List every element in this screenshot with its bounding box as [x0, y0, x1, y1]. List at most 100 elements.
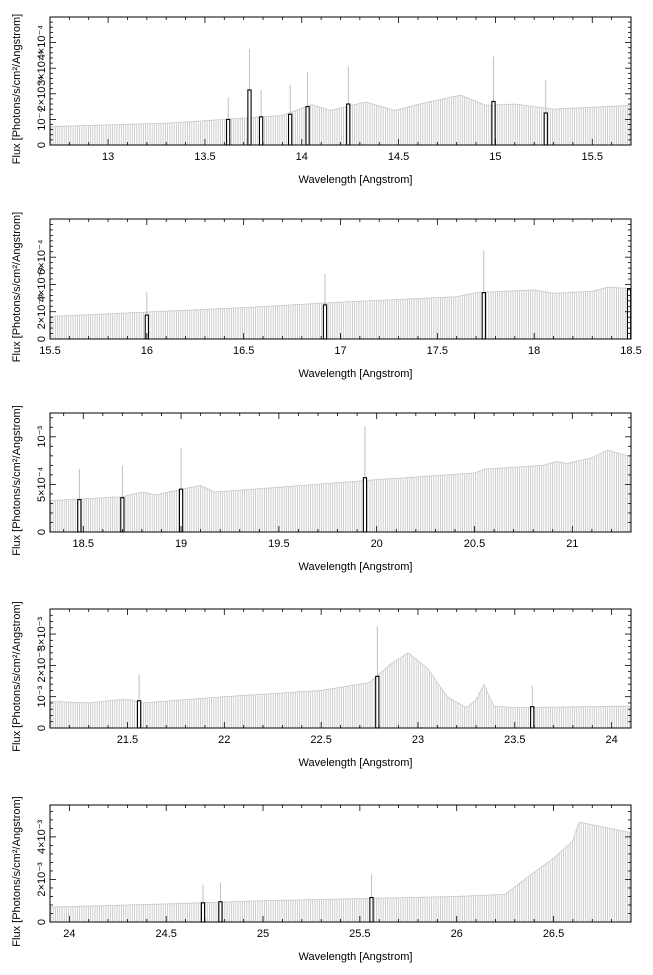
y-tick-label: 0 [36, 725, 48, 731]
plot-frame [49, 412, 632, 533]
x-tick-label: 23 [412, 734, 424, 746]
x-axis-label: Wavelength [Angstrom] [299, 561, 413, 573]
line-bar [362, 426, 368, 533]
x-tick-label: 13 [102, 151, 114, 163]
line-flux-bar [362, 477, 368, 533]
continuum-bars [50, 822, 631, 922]
y-tick-label: 2×10⁻⁴ [36, 76, 48, 112]
line-bar [305, 72, 310, 146]
y-tick-label: 10⁻⁴ [36, 108, 48, 131]
line-bar [77, 469, 82, 533]
line-flux-bar [375, 675, 380, 729]
continuum-bars [50, 450, 631, 532]
x-axis-label: Wavelength [Angstrom] [299, 368, 413, 380]
line-bar [287, 84, 293, 146]
line-bar [346, 66, 351, 146]
x-tick-label: 26 [451, 928, 463, 940]
y-axis-label: Flux [Photons/s/cm²/Angstrom] [11, 212, 23, 362]
continuum-outline [49, 286, 631, 317]
x-tick-label: 13.5 [194, 151, 215, 163]
spectrum-panel-1: 13 13.5 14 14.5 15 15.5 0 10⁻⁴2×10⁻⁴3×10⁻⁴4×10⁻… [11, 14, 632, 186]
line-bar [481, 251, 486, 340]
x-axis-label: Wavelength [Angstrom] [299, 951, 413, 963]
y-tick-label: 2×10⁻⁴ [36, 294, 48, 330]
y-tick-label: 0 [36, 142, 48, 148]
x-tick-label: 14 [296, 151, 308, 163]
continuum-outline [50, 821, 631, 908]
x-axis-label: Wavelength [Angstrom] [299, 174, 413, 186]
line-flux-bar [369, 896, 374, 923]
line-bar [247, 49, 252, 146]
x-tick-label: 18 [528, 345, 540, 357]
x-tick-label: 17 [334, 345, 346, 357]
x-tick-label: 24 [606, 734, 618, 746]
x-tick-label: 16.5 [233, 345, 254, 357]
line-flux-bar [200, 902, 206, 923]
line-bar [200, 884, 206, 923]
line-flux-bar [178, 488, 184, 533]
line-bar [218, 882, 223, 923]
x-tick-label: 25 [257, 928, 269, 940]
x-tick-label: 20.5 [464, 538, 485, 550]
line-bar [258, 89, 264, 146]
y-tick-label: 10⁻³ [36, 686, 48, 708]
line-flux-bar [322, 304, 328, 340]
x-tick-label: 26.5 [543, 928, 564, 940]
continuum-bars [50, 287, 631, 339]
y-tick-label: 2×10⁻³ [36, 862, 48, 897]
x-tick-label: 16 [141, 345, 153, 357]
y-tick-label: 0 [36, 529, 48, 535]
y-tick-label: 3×10⁻⁴ [36, 50, 48, 86]
x-tick-label: 19.5 [268, 538, 289, 550]
x-tick-label: 21 [566, 538, 578, 550]
line-bar [626, 287, 632, 340]
line-flux-bar [530, 706, 535, 729]
line-bar [226, 97, 231, 146]
y-tick-label: 4×10⁻⁴ [36, 25, 48, 61]
line-flux-bar [77, 499, 82, 533]
line-flux-bar [226, 118, 231, 146]
continuum-outline [49, 449, 631, 501]
line-bar [369, 874, 374, 923]
x-tick-label: 15.5 [39, 345, 60, 357]
x-axis-label: Wavelength [Angstrom] [299, 757, 413, 769]
line-flux-bar [491, 100, 496, 146]
line-bar [375, 626, 380, 729]
spectrum-panel-2: 15.5 16 16.5 17 17.5 18 18.5 0 2×10⁻⁴4×10⁻⁴6×10⁻… [11, 212, 642, 380]
x-tick-label: 18.5 [73, 538, 94, 550]
line-bar [543, 79, 548, 146]
x-tick-label: 24 [63, 928, 75, 940]
line-flux-bar [626, 287, 632, 340]
line-bar [178, 448, 184, 533]
spectrum-panel-5: 24 24.5 25 25.5 26 26.5 0 2×10⁻³ 4×10⁻³ Wavelengt… [11, 796, 632, 963]
y-axis-label: Flux [Photons/s/cm²/Angstrom] [11, 405, 23, 555]
line-flux-bar [258, 116, 264, 146]
line-bar [120, 465, 125, 533]
y-tick-label: 4×10⁻³ [36, 819, 48, 854]
x-tick-label: 22.5 [310, 734, 331, 746]
x-tick-label: 22 [218, 734, 230, 746]
continuum-outline [49, 94, 631, 127]
line-bar [530, 685, 535, 729]
y-tick-label: 0 [36, 919, 48, 925]
x-tick-label: 15.5 [582, 151, 603, 163]
y-tick-label: 5×10⁻⁴ [36, 466, 48, 502]
spectrum-panel-3: 18.5 19 19.5 20 20.5 21 0 5×10⁻⁴ 10⁻³ Wavelength … [11, 405, 632, 573]
y-tick-label: 2×10⁻³ [36, 648, 48, 683]
x-tick-label: 19 [175, 538, 187, 550]
line-flux-bar [120, 497, 125, 533]
y-axis-label: Flux [Photons/s/cm²/Angstrom] [11, 601, 23, 751]
continuum-outline [49, 652, 630, 708]
line-flux-bar [346, 103, 351, 146]
y-axis-label: Flux [Photons/s/cm²/Angstrom] [11, 796, 23, 946]
line-flux-bar [136, 700, 142, 729]
line-bar [136, 674, 142, 729]
continuum-bars [50, 95, 631, 145]
line-bar [144, 291, 149, 340]
x-tick-label: 15 [489, 151, 501, 163]
y-tick-label: 6×10⁻⁴ [36, 239, 48, 275]
line-flux-bar [543, 112, 548, 146]
x-tick-label: 24.5 [155, 928, 176, 940]
x-tick-label: 14.5 [388, 151, 409, 163]
